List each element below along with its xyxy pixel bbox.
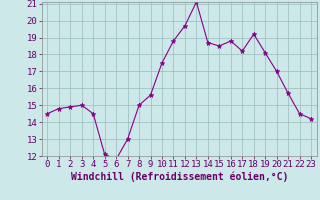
X-axis label: Windchill (Refroidissement éolien,°C): Windchill (Refroidissement éolien,°C): [70, 172, 288, 182]
